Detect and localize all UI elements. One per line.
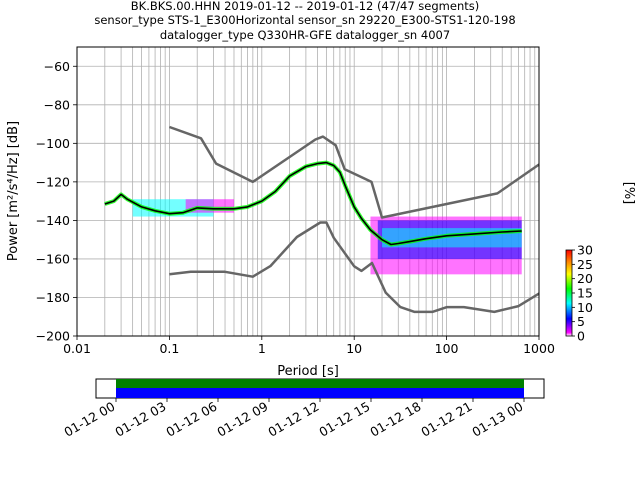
y-tick-label: −200 (36, 329, 70, 344)
title-line-2: sensor_type STS-1_E300Horizontal sensor_… (94, 13, 515, 27)
plot-frame (76, 46, 540, 337)
y-tick-label: −80 (44, 97, 70, 112)
nlnm-line (169, 221, 540, 314)
y-tick-label: −160 (36, 251, 70, 266)
timeline-coverage-bar (116, 379, 524, 388)
x-axis-label: Period [s] (277, 364, 339, 379)
title-line-1: BK.BKS.00.HHN 2019-01-12 -- 2019-01-12 (… (131, 0, 479, 13)
x-tick-label: 100 (435, 341, 459, 356)
colorbar-tick-label: 0 (577, 329, 585, 344)
density-bands (132, 199, 522, 275)
y-tick-label: −60 (44, 59, 70, 74)
colorbar-tick-label: 5 (577, 314, 585, 329)
colorbar-gradient (565, 249, 573, 337)
title-line-3: datalogger_type Q330HR-GFE datalogger_sn… (160, 28, 450, 42)
timeline-tick-label: 01-12 18 (367, 399, 423, 440)
colorbar-tick-label: 15 (577, 286, 593, 301)
timeline-tick-label: 01-12 12 (265, 399, 321, 440)
y-axis-label: Power [m²/s⁴/Hz] [dB] (6, 121, 21, 261)
colorbar-label: [%] (621, 182, 636, 205)
timeline-tick-label: 01-12 15 (316, 399, 372, 440)
y-tick-label: −140 (36, 213, 70, 228)
timeline-tick-label: 01-12 21 (418, 399, 474, 440)
chart-title: BK.BKS.00.HHN 2019-01-12 -- 2019-01-12 (… (94, 0, 515, 42)
x-tick-label: 1 (258, 341, 266, 356)
timeline-tick-label: 01-12 03 (112, 399, 168, 440)
timeline-tick-label: 01-12 00 (61, 399, 117, 440)
y-tick-label: −100 (36, 136, 70, 151)
colorbar-tick-label: 10 (577, 300, 593, 315)
timeline-tick-label: 01-12 06 (163, 399, 219, 440)
x-tick-label: 0.01 (63, 341, 91, 356)
x-tick-label: 0.1 (159, 341, 179, 356)
timeline-data-bar (116, 388, 524, 398)
x-axis-ticks: 0.01 0.1 1 10 100 1000 (63, 336, 555, 356)
y-axis-ticks: −60 −80 −100 −120 −140 −160 −180 −200 (36, 59, 77, 344)
grid (76, 47, 539, 337)
timeline-tick-label: 01-13 00 (469, 399, 525, 440)
timeline-tick-label: 01-12 09 (214, 399, 270, 440)
colorbar-tick-label: 20 (577, 271, 593, 286)
mean-line (104, 161, 522, 246)
x-tick-label: 10 (346, 341, 362, 356)
colorbar-tick-label: 25 (577, 257, 593, 272)
x-tick-label: 1000 (523, 341, 555, 356)
colorbar-tick-label: 30 (577, 243, 593, 258)
y-tick-label: −180 (36, 290, 70, 305)
nhnm-line (168, 125, 540, 219)
y-tick-label: −120 (36, 174, 70, 189)
series-lines (104, 125, 540, 314)
